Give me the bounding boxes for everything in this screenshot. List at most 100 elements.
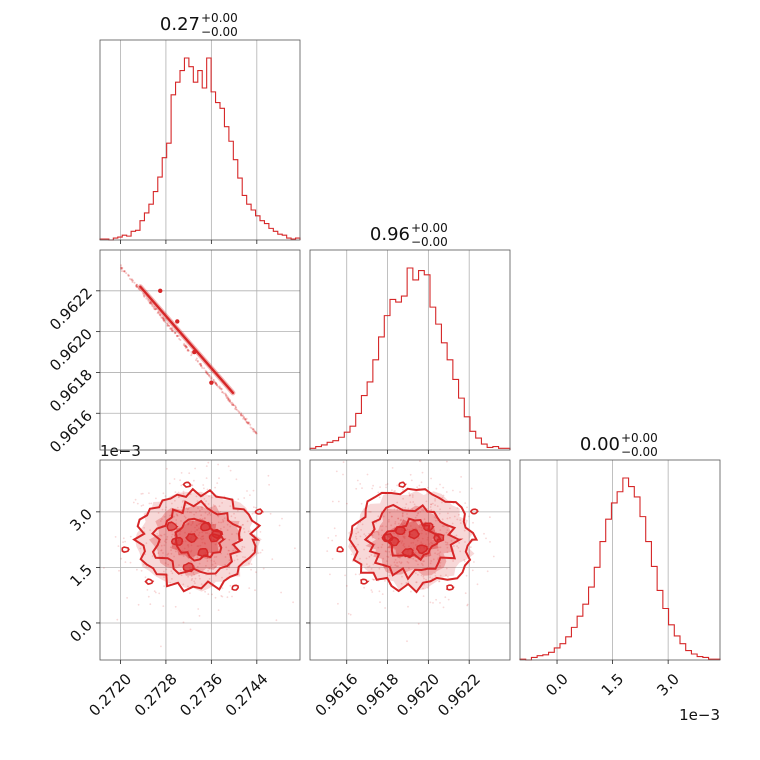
scatter-point <box>227 398 230 400</box>
scatter-point <box>257 552 260 554</box>
scatter-point <box>447 512 449 515</box>
scatter-point <box>409 494 411 496</box>
scatter-point <box>178 533 181 535</box>
scatter-point <box>407 605 409 608</box>
scatter-point <box>176 334 179 337</box>
scatter-point <box>420 541 423 544</box>
scatter-point <box>120 264 122 267</box>
scatter-point <box>255 432 258 435</box>
scatter-point <box>186 349 189 351</box>
title-param-1: 0.96 <box>370 224 410 245</box>
scatter-point <box>400 542 403 544</box>
scatter-point <box>410 479 413 482</box>
scatter-point <box>255 432 258 435</box>
scatter-point <box>194 582 196 585</box>
scatter-point <box>157 311 160 314</box>
scatter-point <box>377 515 380 518</box>
scatter-point <box>243 497 246 499</box>
scatter-point <box>173 331 176 334</box>
scatter-point <box>196 566 199 568</box>
scatter-point <box>191 521 194 523</box>
scatter-point <box>190 524 193 526</box>
scatter-point <box>226 553 229 555</box>
scatter-point <box>149 301 151 304</box>
scatter-point <box>397 552 399 555</box>
scatter-point <box>267 474 270 477</box>
scatter-point <box>254 589 256 592</box>
scatter-point <box>417 573 419 576</box>
scatter-point <box>153 590 156 593</box>
scatter-point <box>485 537 487 540</box>
scatter-point <box>436 553 439 556</box>
scatter-point <box>453 515 456 518</box>
scatter-point <box>165 568 168 571</box>
scatter-point <box>231 403 234 406</box>
scatter-point <box>174 605 177 608</box>
scatter-point <box>423 560 425 563</box>
scatter-point <box>466 506 468 509</box>
scatter-point <box>412 501 415 503</box>
scatter-point <box>420 526 423 529</box>
contour-island-2-0-1 <box>185 533 199 544</box>
scatter-point <box>173 515 176 518</box>
scatter-point <box>184 344 187 347</box>
scatter-point <box>162 492 165 495</box>
scatter-point <box>255 571 257 574</box>
scatter-point <box>446 460 448 463</box>
scatter-point <box>158 592 161 595</box>
scatter-point <box>118 569 120 572</box>
contour-island-2-0-4 <box>166 521 179 532</box>
scatter-point <box>476 583 479 586</box>
scatter-point <box>231 403 234 406</box>
scatter-point <box>414 559 417 562</box>
scatter-point <box>201 506 204 509</box>
scatter-point <box>254 430 257 433</box>
scatter-point <box>218 387 221 390</box>
scatter-point <box>410 542 413 544</box>
scatter-point <box>427 536 429 539</box>
scatter-point <box>142 292 145 295</box>
scatter-point <box>168 482 171 485</box>
scatter-point <box>159 314 162 317</box>
scatter-point <box>151 555 154 557</box>
scatter-point <box>196 524 198 527</box>
scatter-point <box>244 556 246 559</box>
scatter-point <box>412 557 415 560</box>
scatter-point <box>138 289 141 291</box>
scatter-point <box>466 604 469 607</box>
scatter-point <box>445 574 447 577</box>
scatter-point <box>196 360 199 363</box>
scatter-point <box>404 506 407 509</box>
scatter-point <box>397 535 399 537</box>
title-param-2: 0.00 <box>580 434 620 455</box>
scatter-point <box>453 545 455 547</box>
scatter-point <box>187 523 190 525</box>
scatter-point <box>217 515 220 518</box>
scatter-point <box>438 580 441 583</box>
scatter-point <box>278 524 281 527</box>
title-param-0-minus: −0.00 <box>201 25 238 39</box>
histogram-1 <box>309 267 511 450</box>
scatter-point <box>120 557 123 560</box>
scatter-point <box>428 555 431 557</box>
scatter-point <box>409 525 412 527</box>
scatter-point <box>242 556 244 558</box>
panel-frame-1-0 <box>99 249 301 451</box>
scatter-point <box>220 521 223 524</box>
scatter-point <box>388 550 391 553</box>
scatter-point <box>122 537 125 540</box>
scatter-point <box>439 529 442 531</box>
scatter-point <box>201 535 204 538</box>
scatter-point <box>160 645 162 648</box>
scatter-point <box>122 541 124 543</box>
scatter-point <box>168 324 171 327</box>
scatter-point <box>243 546 246 549</box>
scatter-point <box>230 402 233 405</box>
scatter-point <box>156 532 159 535</box>
scatter-point <box>215 556 218 558</box>
scatter-point <box>189 592 191 594</box>
scatter-point <box>169 582 172 584</box>
scatter-point <box>178 496 180 498</box>
title-param-2-minus: −0.00 <box>621 445 658 459</box>
